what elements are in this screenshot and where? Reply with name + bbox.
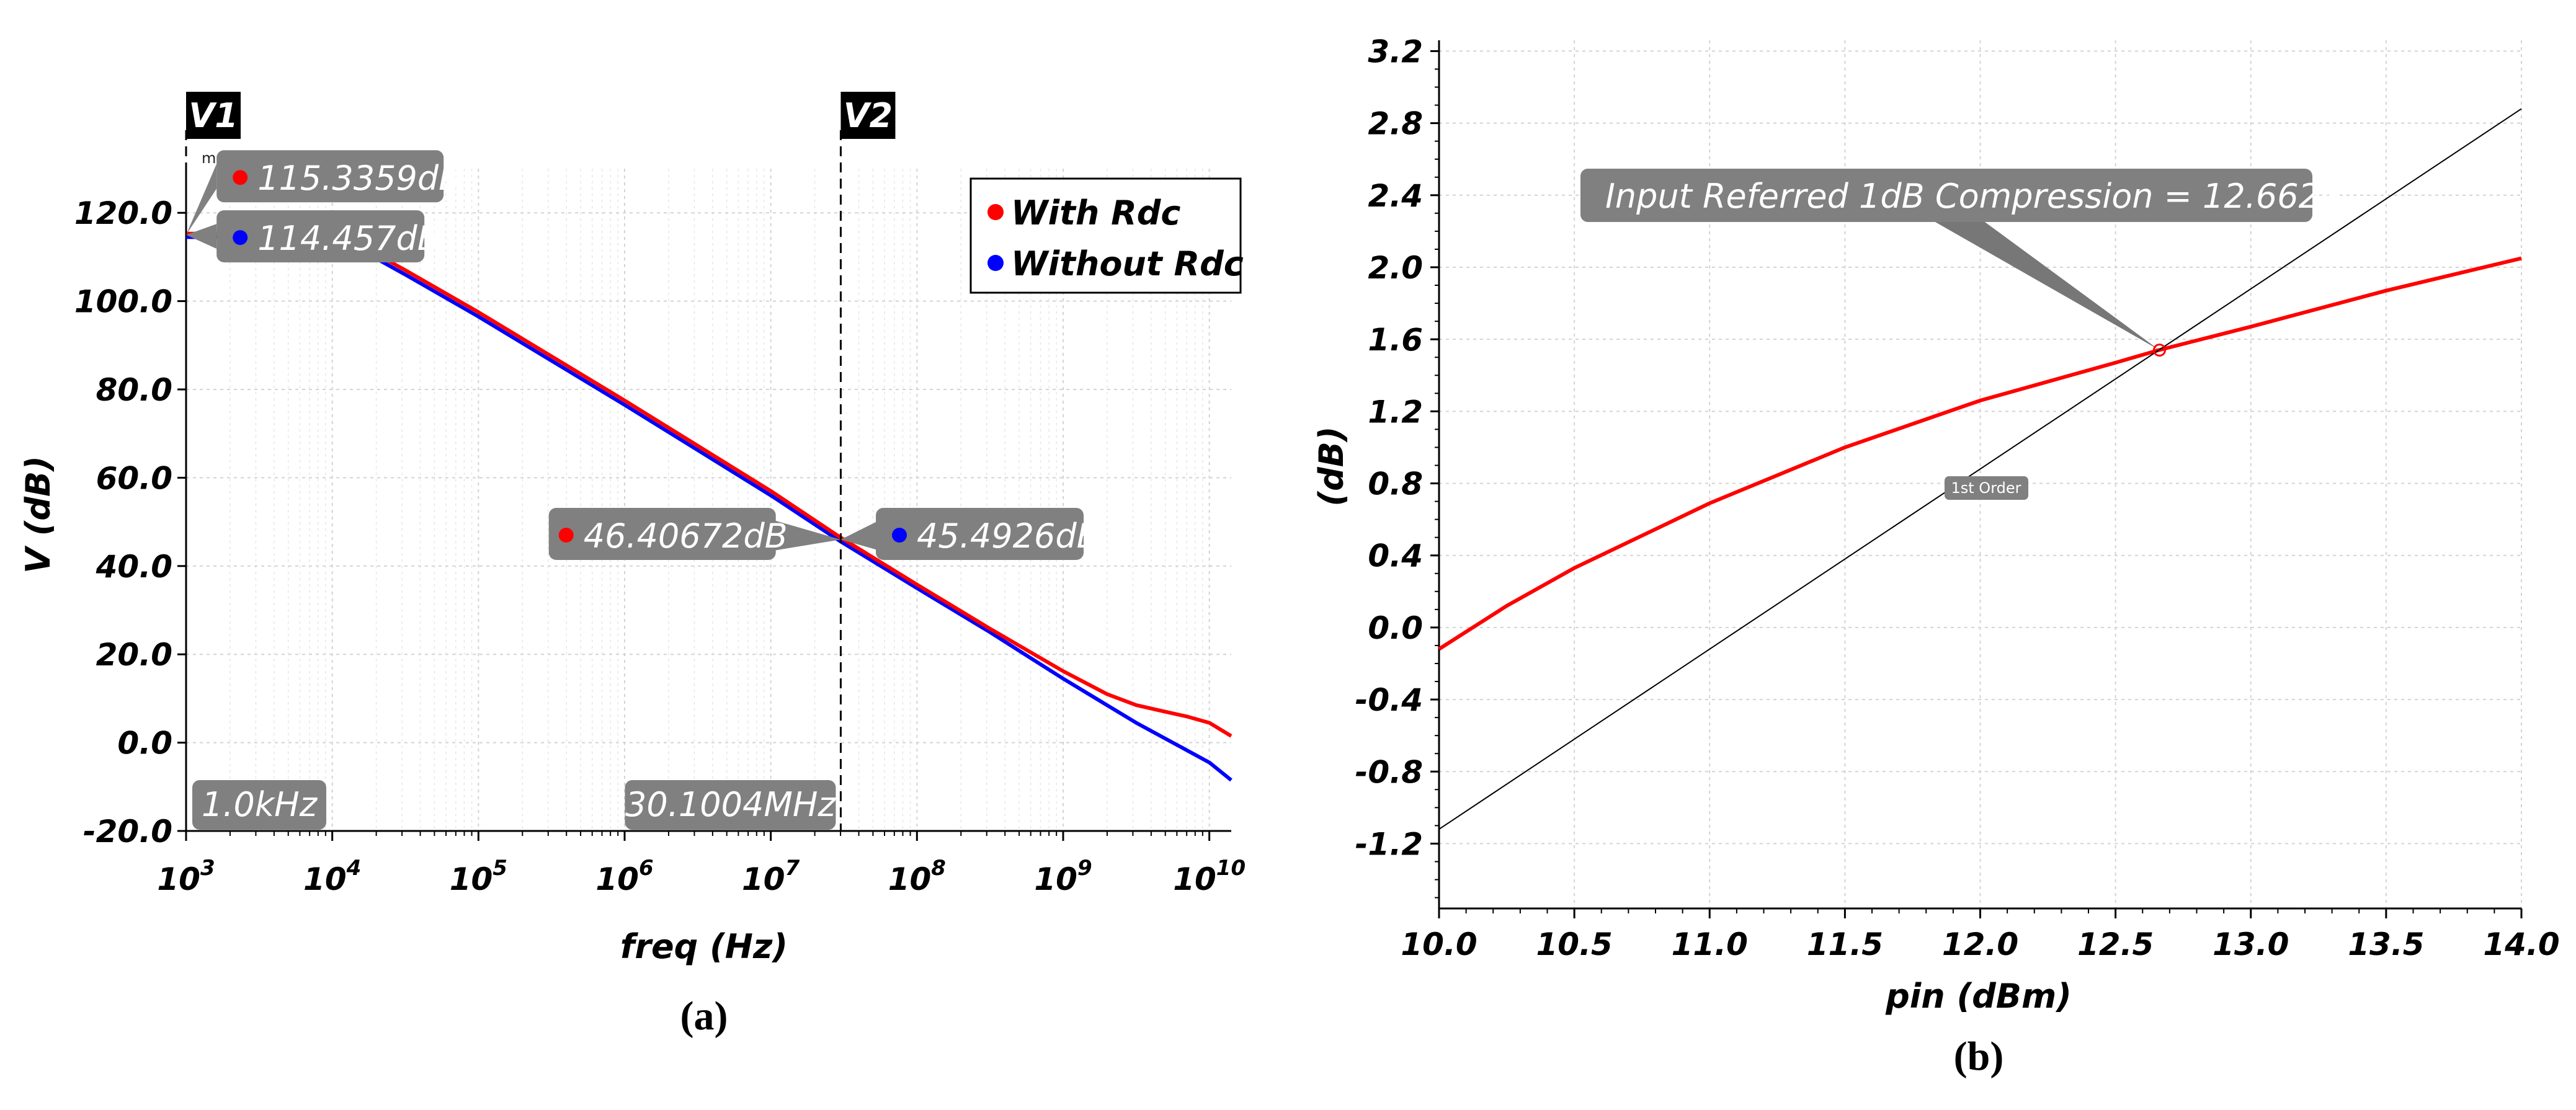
chart-b-y-label: (dB) bbox=[1312, 426, 1351, 506]
marker-dot bbox=[892, 527, 907, 543]
chart-b-annotation: Input Referred 1dB Compression = 12.6624… bbox=[1580, 169, 2341, 500]
chart-b-x-tick-label: 11.0 bbox=[1672, 926, 1748, 962]
chart-b-y-tick-label: 0.0 bbox=[1368, 610, 1423, 646]
first-order-tag: 1st Order bbox=[1951, 479, 2021, 497]
chart-a-legend: With Rdc Without Rdc bbox=[969, 177, 1244, 294]
marker-box bbox=[216, 210, 425, 263]
chart-b-y-tick-label: -0.8 bbox=[1355, 754, 1423, 790]
chart-b-x-ticks: 10.0 10.5 11.0 11.5 12.0 12.5 13.0 13.5 14.0 bbox=[1401, 908, 2560, 962]
chart-a-caption: (a) bbox=[680, 993, 728, 1039]
chart-a-y-label: V (dB) bbox=[19, 456, 58, 574]
chart-b-y-tick-label: 3.2 bbox=[1368, 33, 1423, 69]
chart-b-caption: (b) bbox=[1954, 1034, 2004, 1079]
cursor-v2-freq-label: 30.1004MHz bbox=[625, 785, 837, 824]
annotation-pointer bbox=[1935, 222, 2160, 350]
marker-label: 114.457dB bbox=[257, 219, 440, 258]
chart-b: 3.22.82.42.01.61.20.80.40.0-0.4-0.8-1.2 … bbox=[1312, 33, 2560, 1079]
first-order-tag-box bbox=[1945, 476, 2028, 500]
chart-a-x-tick-label: 103 bbox=[157, 856, 215, 897]
chart-a-x-ticks: 103 104 105 106 107 108 109 1010 bbox=[157, 831, 1246, 897]
chart-a-x-tick-label: 106 bbox=[595, 856, 653, 897]
chart-b-y-tick-label: 1.6 bbox=[1368, 322, 1423, 358]
compression-annotation: Input Referred 1dB Compression = 12.6624 bbox=[1605, 177, 2341, 216]
chart-a-x-tick-label: 1010 bbox=[1173, 856, 1246, 897]
marker-dot bbox=[233, 230, 248, 246]
chart-a-x-tick-label: 104 bbox=[303, 856, 361, 897]
chart-b-x-tick-label: 10.5 bbox=[1536, 926, 1612, 962]
chart-b-x-tick-label: 13.0 bbox=[2213, 926, 2289, 962]
marker-dot bbox=[233, 170, 248, 185]
cursor-v1-freq-label: 1.0kHz bbox=[202, 785, 318, 824]
chart-a-x-tick-label: 108 bbox=[888, 856, 946, 897]
chart-b-y-tick-label: 2.4 bbox=[1368, 178, 1423, 214]
legend-without-rdc: Without Rdc bbox=[1011, 244, 1244, 283]
chart-a-y-tick-label: -20.0 bbox=[83, 814, 172, 850]
compression-point bbox=[2152, 344, 2166, 357]
chart-a-y-tick-label: 40.0 bbox=[96, 549, 172, 585]
marker-pointer bbox=[186, 164, 217, 235]
chart-a-series bbox=[185, 231, 1232, 782]
chart-b-y-tick-label: -1.2 bbox=[1355, 826, 1423, 862]
chart-a-y-ticks: 120.0 100.0 80.0 60.0 40.0 20.0 0.0 -20.0 bbox=[74, 195, 186, 850]
legend-with-rdc: With Rdc bbox=[1011, 193, 1180, 233]
marker-label: 45.4926dB bbox=[917, 517, 1100, 556]
chart-a-legend-box bbox=[969, 177, 1242, 294]
cursor-v1-tag-box bbox=[186, 92, 241, 139]
marker-box bbox=[876, 507, 1084, 560]
marker-label: 46.40672dB bbox=[584, 517, 788, 556]
chart-b-x-tick-label: 12.5 bbox=[2077, 926, 2154, 962]
chart-b-x-tick-label: 10.0 bbox=[1401, 926, 1477, 962]
chart-b-x-label: pin (dBm) bbox=[1885, 977, 2072, 1016]
chart-a-x-tick-label: 109 bbox=[1034, 856, 1092, 897]
chart-b-series bbox=[1438, 108, 2522, 830]
marker-pointer bbox=[840, 518, 883, 551]
chart-b-y-tick-label: 0.4 bbox=[1368, 538, 1423, 574]
series-first-order bbox=[1438, 108, 2522, 830]
legend-without-rdc-marker bbox=[987, 255, 1004, 271]
chart-a-markers: 115.3359dB 114.457dB 46.40672dB 45.4926dB bbox=[186, 150, 1100, 560]
chart-b-x-tick-label: 12.0 bbox=[1942, 926, 2018, 962]
chart-b-y-tick-label: -0.4 bbox=[1355, 682, 1423, 718]
chart-b-y-tick-label: 2.8 bbox=[1368, 106, 1423, 142]
series-compression-curve bbox=[1438, 256, 2522, 651]
chart-a-x-label: freq (Hz) bbox=[620, 927, 788, 966]
chart-a-y-tick-label: 80.0 bbox=[96, 372, 172, 408]
chart-b-y-tick-label: 0.8 bbox=[1368, 466, 1423, 502]
chart-b-x-tick-label: 11.5 bbox=[1807, 926, 1883, 962]
chart-a-x-tick-label: 105 bbox=[450, 856, 507, 897]
chart-b-y-ticks: 3.2 2.8 2.4 2.0 1.6 1.2 0.8 0.4 0.0 -0.4 -0.8 -1.2 bbox=[1355, 33, 1439, 899]
chart-a-y-tick-label: 100.0 bbox=[74, 284, 172, 320]
chart-b-x-tick-label: 13.5 bbox=[2348, 926, 2424, 962]
chart-b-y-tick-label: 2.0 bbox=[1368, 250, 1423, 286]
marker-label: 115.3359dB bbox=[257, 159, 461, 198]
chart-a-x-tick-label: 107 bbox=[742, 856, 800, 897]
chart-a-grid bbox=[185, 169, 1231, 832]
series-with-rdc bbox=[186, 231, 1232, 738]
chart-a-y-tick-label: 120.0 bbox=[74, 195, 172, 231]
chart-b-x-tick-label: 14.0 bbox=[2483, 926, 2559, 962]
marker-box bbox=[216, 150, 444, 203]
marker-pointer bbox=[186, 224, 217, 249]
chart-b-y-tick-label: 1.2 bbox=[1368, 394, 1423, 430]
marker-box bbox=[548, 507, 776, 560]
cursor-v1-tag: V1 bbox=[189, 96, 238, 135]
cursor-v2-tag: V2 bbox=[844, 96, 893, 135]
cursor-v2-tag-box bbox=[840, 92, 896, 139]
legend-with-rdc-marker bbox=[987, 204, 1004, 220]
marker-dot bbox=[558, 527, 574, 543]
cursor-v1-freq-box bbox=[192, 780, 326, 830]
annotation-box bbox=[1580, 169, 2312, 222]
chart-a-y-tick-label: 20.0 bbox=[96, 637, 172, 673]
marker-pointer bbox=[769, 518, 841, 551]
chart-a-y-tick-label: 60.0 bbox=[96, 460, 172, 496]
chart-a-y-tick-label: 0.0 bbox=[117, 726, 172, 761]
cursor-v2-freq-box bbox=[625, 780, 836, 830]
